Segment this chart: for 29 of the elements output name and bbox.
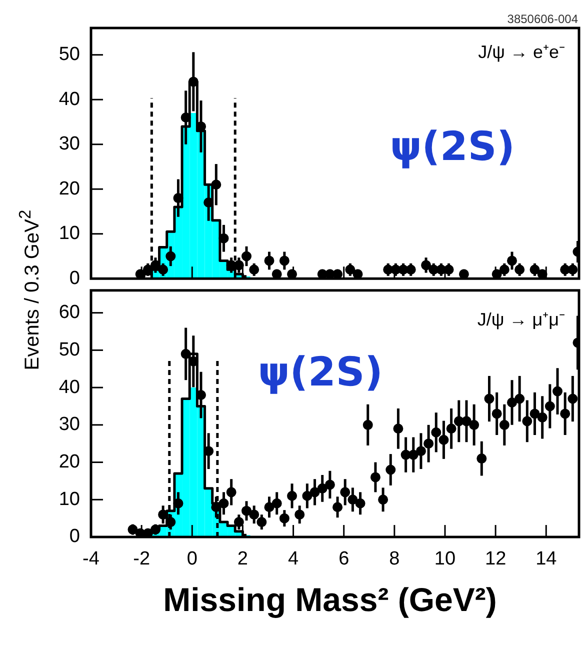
x-axis-title: Missing Mass² (GeV²) [163,581,497,619]
y-tick-label: 10 [58,223,80,244]
x-tick-label: 6 [338,548,350,570]
annotation: J/ψ → e⁺e⁻ [478,42,565,62]
x-tick-label: -2 [133,548,150,570]
y-tick-label: 30 [58,414,80,436]
y-tick-label: 0 [69,268,80,289]
y-tick-label: 20 [58,452,80,473]
y-tick-label: 30 [58,134,80,155]
text: 3850606-004 [507,12,578,26]
x-tick-label: 14 [536,548,558,570]
annotation: J/ψ → μ⁺μ⁻ [477,309,565,330]
y-tick-label: 0 [69,526,80,548]
y-tick-label: 50 [58,339,80,360]
x-tick-label: 4 [288,548,299,570]
y-tick-label: 10 [58,488,80,510]
annotation: ψ(2S) [390,124,515,170]
y-tick-label: 40 [58,376,80,398]
x-tick-label: -4 [82,548,100,570]
y-tick-label: 60 [58,302,80,324]
x-tick-label: 2 [237,548,248,570]
y-tick-label: 40 [58,88,80,110]
x-tick-label: 10 [434,548,456,570]
annotation: ψ(2S) [258,349,383,396]
x-tick-label: 8 [389,548,400,570]
y-tick-label: 20 [58,178,80,200]
x-tick-label: 0 [186,548,198,570]
y-tick-label: 50 [58,44,80,66]
x-tick-label: 12 [484,548,506,570]
